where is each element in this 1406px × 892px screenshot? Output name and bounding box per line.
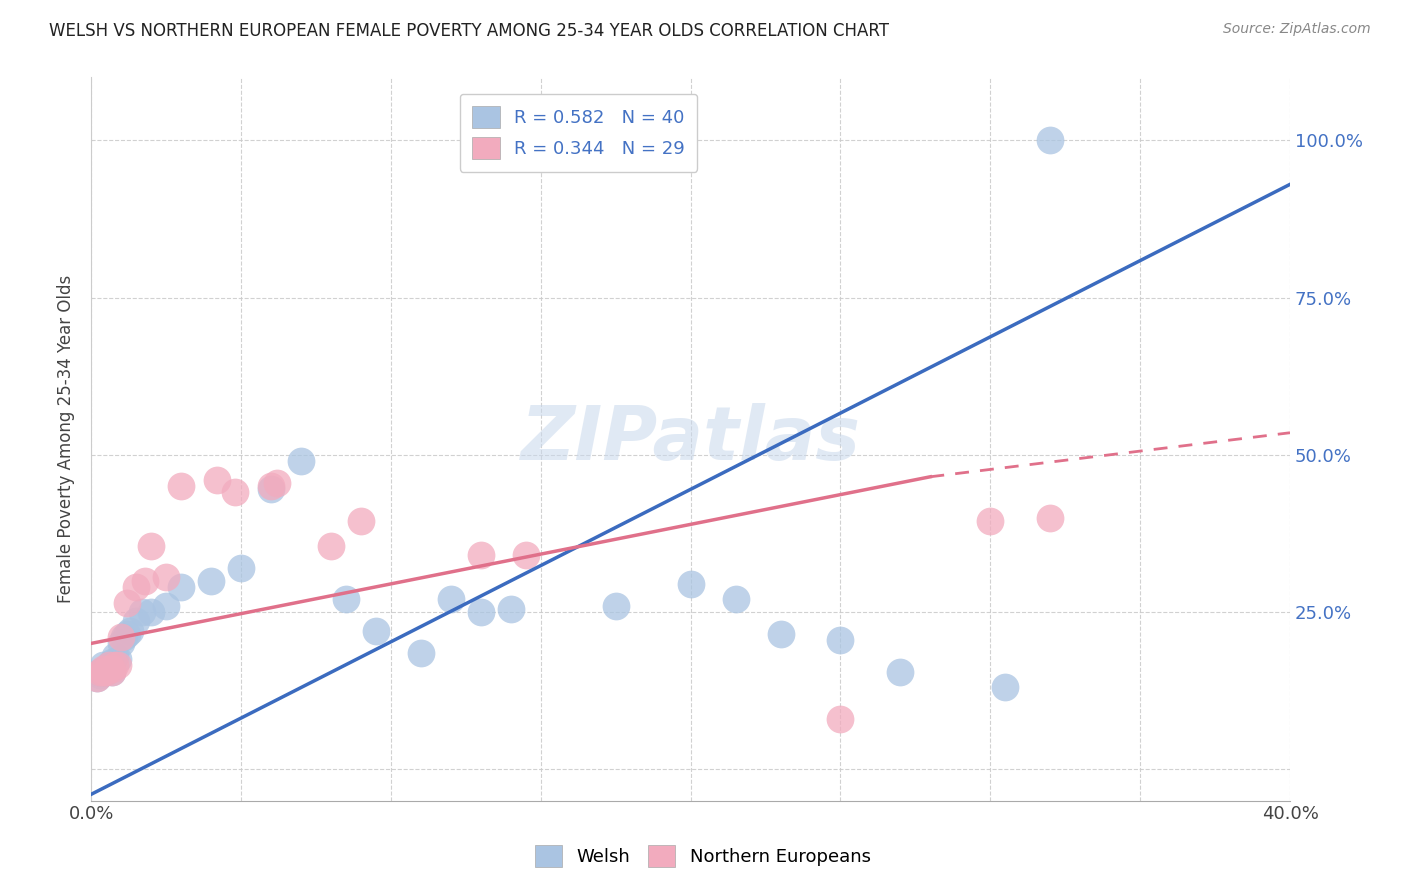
Point: [1039, 133, 1062, 147]
Point: [335, 592, 357, 607]
Point: [120, 624, 142, 638]
Point: [110, 630, 132, 644]
Text: ZIPatlas: ZIPatlas: [520, 402, 860, 475]
Point: [605, 599, 627, 613]
Point: [205, 473, 228, 487]
Point: [89, 668, 111, 682]
Point: [1039, 510, 1062, 524]
Point: [98, 658, 121, 673]
Point: [260, 483, 283, 497]
Point: [979, 514, 1001, 528]
Point: [86, 671, 108, 685]
Point: [94, 665, 117, 679]
Y-axis label: Female Poverty Among 25-34 Year Olds: Female Poverty Among 25-34 Year Olds: [58, 275, 75, 603]
Point: [889, 665, 911, 679]
Point: [139, 539, 162, 553]
Point: [830, 712, 852, 726]
Point: [470, 605, 492, 619]
Point: [115, 595, 138, 609]
Point: [830, 633, 852, 648]
Point: [94, 665, 117, 679]
Point: [98, 658, 121, 673]
Point: [440, 592, 463, 607]
Point: [125, 580, 148, 594]
Point: [200, 574, 222, 588]
Point: [89, 665, 111, 679]
Point: [679, 576, 702, 591]
Point: [112, 630, 135, 644]
Point: [98, 662, 121, 676]
Point: [86, 671, 108, 685]
Point: [724, 592, 747, 607]
Point: [994, 681, 1017, 695]
Legend: R = 0.582   N = 40, R = 0.344   N = 29: R = 0.582 N = 40, R = 0.344 N = 29: [460, 94, 697, 172]
Point: [139, 605, 162, 619]
Point: [499, 602, 522, 616]
Text: WELSH VS NORTHERN EUROPEAN FEMALE POVERTY AMONG 25-34 YEAR OLDS CORRELATION CHAR: WELSH VS NORTHERN EUROPEAN FEMALE POVERT…: [49, 22, 889, 40]
Point: [89, 665, 111, 679]
Point: [104, 658, 127, 673]
Point: [769, 627, 792, 641]
Point: [101, 662, 124, 676]
Point: [290, 454, 312, 468]
Point: [409, 646, 432, 660]
Point: [94, 662, 117, 676]
Point: [224, 485, 246, 500]
Point: [134, 574, 156, 588]
Point: [91, 662, 114, 676]
Point: [170, 479, 193, 493]
Point: [229, 561, 252, 575]
Point: [91, 658, 114, 673]
Point: [470, 549, 492, 563]
Point: [515, 549, 537, 563]
Legend: Welsh, Northern Europeans: Welsh, Northern Europeans: [527, 838, 879, 874]
Text: Source: ZipAtlas.com: Source: ZipAtlas.com: [1223, 22, 1371, 37]
Point: [91, 665, 114, 679]
Point: [107, 658, 129, 673]
Point: [101, 665, 124, 679]
Point: [115, 627, 138, 641]
Point: [260, 479, 283, 493]
Point: [319, 539, 342, 553]
Point: [91, 663, 114, 677]
Point: [101, 665, 124, 679]
Point: [155, 570, 177, 584]
Point: [131, 605, 153, 619]
Point: [350, 514, 373, 528]
Point: [155, 599, 177, 613]
Point: [107, 652, 129, 666]
Point: [104, 648, 127, 663]
Point: [364, 624, 387, 638]
Point: [101, 655, 124, 669]
Point: [98, 662, 121, 676]
Point: [110, 636, 132, 650]
Point: [125, 615, 148, 629]
Point: [170, 580, 193, 594]
Point: [266, 476, 288, 491]
